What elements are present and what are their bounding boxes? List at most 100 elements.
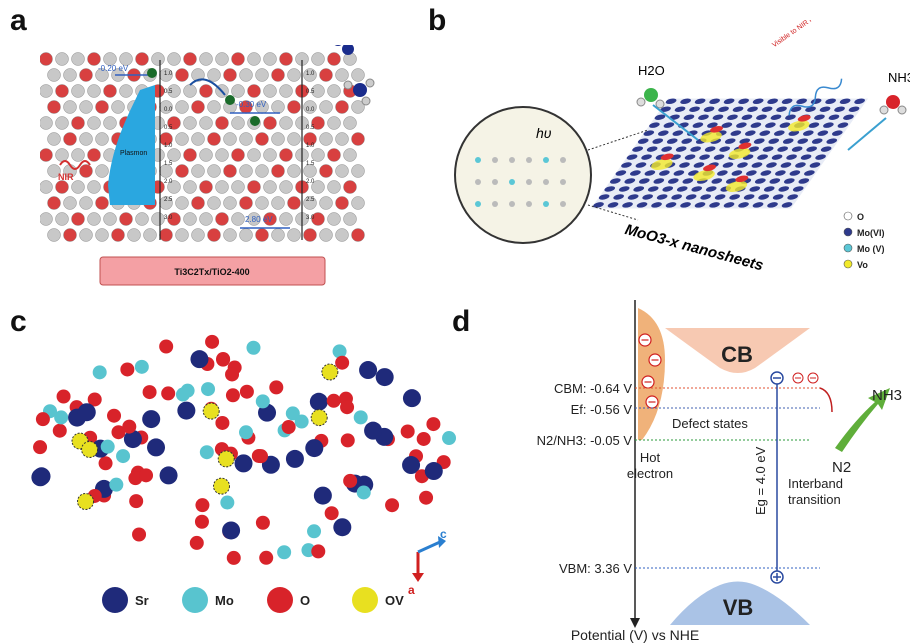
crystal-atom — [189, 535, 204, 550]
axis-tick-label: 2.5 — [164, 197, 173, 203]
lattice-atom — [183, 52, 197, 66]
sheet-atom — [766, 162, 777, 168]
sheet-atom — [806, 146, 817, 152]
crystal-atom — [201, 382, 216, 397]
sheet-atom — [738, 202, 749, 208]
sheet-atom — [660, 106, 671, 112]
sheet-atom — [674, 106, 686, 112]
sheet-atom — [613, 194, 624, 200]
lattice-atom — [55, 212, 69, 226]
panel-label-a: a — [10, 4, 27, 37]
sheet-atom — [593, 202, 604, 208]
sheet-atom — [694, 98, 706, 104]
lattice-atom — [71, 84, 85, 98]
lattice-atom — [239, 196, 253, 210]
sheet-atom — [723, 202, 735, 208]
crystal-atom — [442, 431, 457, 446]
axis-tick-label: 1.5 — [306, 161, 315, 167]
sheet-atom — [763, 186, 775, 192]
crystal-atom — [161, 386, 176, 401]
sheet-atom — [680, 202, 691, 208]
magnified-atom — [475, 157, 481, 163]
crystal-structure — [31, 334, 457, 565]
lattice-atom — [327, 180, 341, 194]
lattice-atom — [271, 132, 285, 146]
sheet-atom — [839, 98, 851, 104]
transfer-arrow — [189, 78, 226, 96]
vb-label: VB — [723, 595, 754, 620]
sheet-atom — [739, 138, 751, 144]
sheet-atom — [783, 178, 795, 184]
magnified-atom — [492, 201, 498, 207]
lattice-atom — [239, 68, 253, 82]
sheet-atom — [831, 130, 843, 136]
crystal-atom — [307, 524, 322, 539]
lattice-atom — [167, 84, 181, 98]
vacancy-site — [693, 170, 715, 182]
legend-marker — [267, 587, 293, 613]
sheet-atom — [749, 186, 761, 192]
sheet-atom — [709, 202, 720, 208]
panel-b: hυ H2O NH3 Visible to NIR Plasmonic exci… — [454, 20, 910, 274]
sheet-atom — [765, 122, 776, 128]
crystal-atom — [313, 486, 332, 505]
magnified-atom — [543, 157, 549, 163]
oxygen-vacancy — [321, 363, 339, 381]
lattice-atom — [247, 180, 261, 194]
lattice-atom — [40, 52, 53, 66]
lattice-atom — [263, 116, 277, 130]
sheet-atom — [772, 194, 784, 200]
sheet-atom — [732, 106, 744, 112]
lattice-atom — [79, 68, 93, 82]
sheet-atom — [785, 114, 796, 120]
crystal-atom — [92, 365, 107, 380]
lattice-atom — [183, 84, 197, 98]
crystal-atom — [419, 490, 434, 505]
nh3-n-atom — [886, 95, 900, 109]
sheet-atom — [790, 106, 802, 112]
sheet-atom — [618, 186, 630, 192]
crystal-atom — [343, 473, 358, 488]
sheet-atom — [713, 154, 725, 160]
h2o-h2 — [655, 99, 665, 109]
lattice-atom — [343, 116, 357, 130]
lattice-atom — [103, 116, 117, 130]
lattice-atom — [279, 212, 293, 226]
sheet-atom — [635, 162, 647, 168]
sheet-atom — [802, 130, 814, 136]
sheet-atom — [773, 130, 785, 136]
lattice-atom — [199, 180, 213, 194]
crystal-atom — [128, 471, 143, 486]
lattice-atom — [47, 196, 61, 210]
n2-to-nh3-arrow — [835, 388, 890, 452]
crystal-atom — [359, 361, 378, 380]
crystal-atom — [100, 439, 115, 454]
sheet-atom — [700, 194, 711, 200]
lattice-atom — [103, 84, 117, 98]
adsorbed-n — [797, 114, 811, 122]
panel-a: Plasmon NIR 1.0 1.00.5 0.50.0 0.00.5 0.51.0 1… — [40, 45, 375, 286]
crystal-atom — [109, 477, 124, 492]
lattice-atom — [255, 68, 269, 82]
crystal-atom — [142, 410, 161, 429]
lattice-atom — [183, 212, 197, 226]
lattice-atom — [55, 84, 69, 98]
axis-tick-label: 0.5 — [164, 125, 173, 131]
sheet-atoms — [593, 98, 865, 208]
lattice-atom — [40, 180, 53, 194]
axis-tick-label: 1.0 — [164, 71, 173, 77]
crystal-atom — [225, 388, 240, 403]
lattice-atom — [215, 116, 229, 130]
oxygen-vacancy — [77, 493, 95, 511]
lattice-atom — [255, 164, 269, 178]
crystal-atom — [134, 359, 149, 374]
adsorbed-n — [660, 153, 674, 161]
zoom-line-1 — [587, 129, 649, 151]
sheet-atom — [741, 114, 753, 120]
h2o-arrow — [652, 104, 699, 141]
sheet-atom — [690, 146, 701, 152]
lattice-atom — [191, 164, 205, 178]
lattice-atom — [71, 180, 85, 194]
lattice-atom — [311, 148, 325, 162]
lattice-atom — [191, 68, 205, 82]
